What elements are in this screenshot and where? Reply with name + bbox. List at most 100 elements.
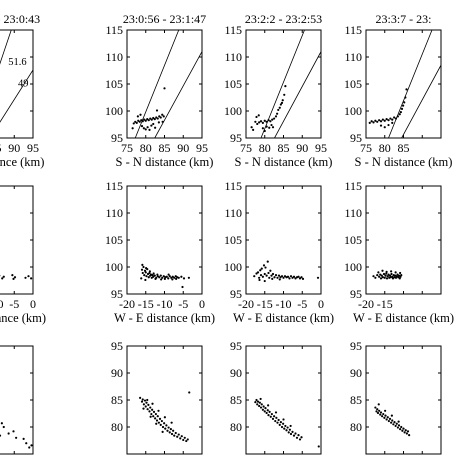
panel-4-x-tick-label: 75 [360, 141, 372, 155]
panel-3-x-tick-label: 95 [315, 141, 327, 155]
panel-2-data-point [136, 115, 139, 118]
panel-6-x-tick-label: -10 [157, 297, 173, 311]
panel-3-y-tick-label: 110 [224, 50, 242, 64]
panel-2-data-point [148, 128, 151, 131]
panel-1-title: 22:59:52 - 23:0:43 [0, 12, 40, 26]
panel-3-x-axis-label: S - N distance (km) [235, 155, 333, 169]
panel-10-data-point [147, 403, 150, 406]
panel-11-data-point [287, 431, 290, 434]
panel-4-y-tick-label: 100 [344, 104, 362, 118]
panel-7-data-point [256, 271, 260, 274]
panel-3-data-point [267, 119, 270, 122]
panel-12-data-point [399, 428, 402, 431]
panel-10-data-point [146, 408, 149, 411]
panel-11-data-point [259, 397, 262, 401]
panel-6-data-point [140, 277, 143, 280]
panel-10-data-point [150, 412, 153, 416]
panel-4-title: 23:3:7 - 23: [376, 12, 432, 26]
panel-12-data-point [382, 412, 385, 416]
panel-4-data-point [398, 113, 401, 116]
panel-5-data-point [11, 274, 14, 277]
panel-11-data-point [274, 411, 278, 414]
panel-7-data-point [253, 275, 256, 278]
panel-10-data-point [161, 430, 164, 433]
panel-7-x-tick-label: 0 [318, 297, 324, 311]
panel-11-data-point [258, 404, 261, 408]
panel-12-data-point [381, 415, 384, 418]
panel-3-data-point [263, 129, 266, 133]
panel-8-y-tick-label: 105 [344, 233, 362, 247]
panel-11-data-point [268, 410, 271, 413]
panel-7-data-point [288, 277, 291, 280]
panel-10-data-point [188, 391, 191, 394]
panel-11-data-point [284, 424, 287, 428]
panel-7-data-point [292, 275, 296, 278]
panel-6-data-point [144, 271, 147, 274]
panel-12-data-point [397, 420, 400, 423]
panel-3-data-point [261, 127, 264, 130]
panel-8-data-point [394, 271, 397, 274]
panel-1-reference-line-1 [0, 30, 12, 65]
panel-2-data-point [159, 116, 162, 119]
panel-7-data-point [273, 276, 276, 279]
panel-3-x-tick-label: 80 [259, 141, 271, 155]
panel-11-data-point [278, 423, 281, 426]
panel-3-x-tick-label: 85 [278, 141, 290, 155]
panel-8-data-point [390, 272, 393, 276]
panel-7-data-point [262, 264, 266, 267]
panel-6-data-point [161, 276, 164, 279]
panel-11-data-point [279, 421, 282, 424]
panel-10-data-point [157, 421, 160, 424]
panel-10-data-point [170, 432, 174, 436]
panel-10-data-point [159, 423, 162, 426]
panel-4-data-point [387, 119, 390, 122]
panel-2-x-tick-label: 85 [159, 141, 171, 155]
panel-2-y-tick-label: 100 [105, 104, 123, 118]
panel-6-data-point [152, 272, 155, 275]
panel-6-data-point [158, 276, 161, 279]
panel-9-data-point [28, 446, 31, 449]
panel-3-data-point [250, 126, 253, 129]
panel-6-x-tick-label: -15 [138, 297, 154, 311]
panel-8-y-tick-label: 95 [350, 287, 362, 301]
panel-6-data-point [147, 276, 150, 279]
panel-11-data-point [266, 409, 269, 412]
panel-2-data-point [152, 122, 155, 126]
panel-6-data-point [154, 277, 157, 280]
panel-7-data-point [301, 277, 305, 280]
panel-12-data-point [386, 416, 389, 419]
panel-7-x-tick-label: -5 [297, 297, 307, 311]
panel-3-title: 23:2:2 - 23:2:53 [245, 12, 322, 26]
panel-11-data-point [256, 403, 259, 406]
panel-2-y-tick-label: 115 [105, 23, 123, 37]
panel-12-data-point [396, 426, 399, 429]
panel-6-data-point [140, 268, 144, 271]
panel-6-x-tick-label: -20 [119, 297, 135, 311]
panel-12-data-point [406, 430, 410, 433]
panel-10-data-point [146, 398, 149, 402]
panel-4-data-point [391, 121, 394, 124]
panel-7-data-point [258, 278, 261, 282]
panel-2-data-point [139, 113, 142, 116]
panel-7-x-tick-label: -10 [276, 297, 292, 311]
panel-1-line-label-1: 51.6 [8, 57, 26, 68]
panel-2-data-point [146, 126, 149, 129]
panel-7-data-point [267, 271, 270, 275]
panel-8-data-point [381, 269, 384, 272]
panel-10-data-point [174, 431, 177, 435]
panel-3-data-point [259, 120, 263, 123]
panel-2-data-point [150, 118, 153, 121]
panel-3-data-point [265, 120, 268, 123]
panel-12-frame [365, 345, 442, 455]
panel-4-data-point [394, 117, 398, 120]
panel-7-data-point [286, 275, 290, 278]
panel-4-data-point [372, 121, 375, 124]
panel-6-data-point [141, 271, 144, 275]
panel-4-data-point [387, 123, 390, 127]
panel-12-data-point [397, 424, 401, 427]
panel-10-data-point [155, 419, 159, 422]
panel-8-data-point [383, 276, 386, 279]
panel-8-x-axis-label: W - E distance (km) [353, 311, 454, 325]
panel-4-data-point [374, 119, 377, 122]
panel-10-data-point [163, 416, 166, 419]
